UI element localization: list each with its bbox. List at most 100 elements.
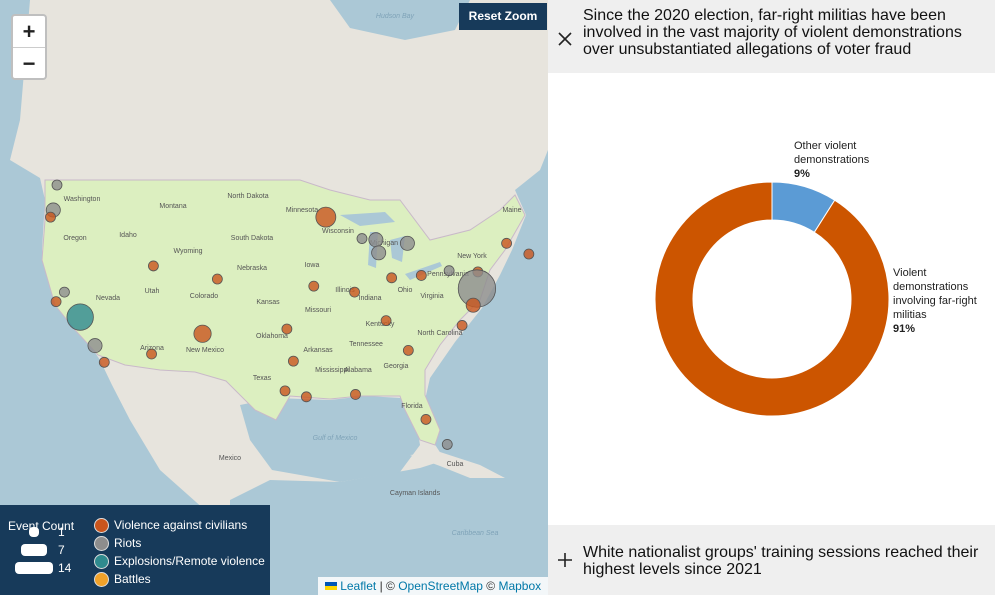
event-marker [371,245,387,261]
size-label: 1 [58,525,65,539]
map-label: Mexico [219,455,241,462]
map-label: Wisconsin [322,228,354,235]
event-marker [402,345,414,356]
map-label: North Carolina [417,330,462,337]
accordion-title: Since the 2020 election, far-right milit… [583,7,962,58]
event-marker [349,286,360,298]
map-label: Minnesota [286,207,318,214]
event-marker [50,296,62,308]
event-marker [146,348,157,360]
map-label: Indiana [359,295,382,302]
event-marker [443,265,455,277]
donut-slice [654,181,890,417]
map-label: Oregon [63,235,86,242]
map-label: Georgia [384,363,409,370]
size-swatch [15,562,53,574]
event-marker [420,414,432,425]
event-marker [308,280,320,292]
atlantic-ocean [230,0,548,595]
pacific-ocean [0,0,205,595]
event-marker [368,232,384,248]
event-marker [279,385,291,397]
category-swatch [94,536,109,551]
osm-link[interactable]: OpenStreetMap [398,579,483,593]
map-label: Virginia [420,293,443,300]
leaflet-link[interactable]: Leaflet [340,579,377,593]
event-marker [501,237,512,249]
accordion-item[interactable]: White nationalist groups' training sessi… [548,525,995,595]
legend: Event Count 1 7 14 Violence against civili… [0,505,270,595]
map-label: New York [457,253,487,260]
zoom-in[interactable]: + [13,16,45,48]
event-marker [148,260,159,272]
value-label: 9% [794,168,810,180]
map-label: Colorado [190,293,219,300]
hudson-bay [330,0,470,40]
accordion-item[interactable]: Since the 2020 election, far-right milit… [548,0,995,73]
event-marker [87,338,103,354]
map-label: Gulf of Mexico [313,435,358,442]
mapbox-link[interactable]: Mapbox [498,579,542,593]
map-label: South Dakota [231,235,274,242]
map-label: Nevada [96,295,120,302]
event-marker [523,248,535,260]
event-marker [456,320,468,331]
map-label: Maine [502,207,521,214]
category-label: Explosions/Remote violence [114,554,265,568]
map-label: Idaho [119,232,137,239]
event-marker [399,235,415,251]
great-lakes [340,212,395,226]
map-label: Arizona [140,345,164,352]
category-label: Violence against civilians [114,518,248,532]
reset-zoom[interactable]: Reset Zoom [459,3,547,30]
event-marker [315,206,337,228]
gulf-of-mexico [240,396,420,482]
donut-chart [654,181,890,417]
map-label: Washington [64,196,101,203]
attribution-text: | © [379,579,395,593]
category-label: Battles [114,572,151,586]
category-name: Violent demonstrations involving far-rig… [893,267,977,321]
size-swatch [29,527,39,537]
expand-icon[interactable] [558,553,572,567]
map-label: Wyoming [173,248,202,255]
zoom-control: + − [11,14,47,80]
event-marker [66,303,94,331]
map-label: Oklahoma [256,333,288,340]
event-marker [59,286,70,298]
event-marker [193,324,212,343]
attribution-text: © [486,579,496,593]
map-label: Utah [145,288,160,295]
event-marker [386,272,398,284]
map[interactable]: Hudson Bay Washington Oregon Idaho Montana Wy… [0,0,548,595]
map-label: Arkansas [303,347,333,354]
flag-icon [324,582,337,590]
event-marker [300,391,312,403]
category-swatch [94,518,109,533]
accordion-title: White nationalist groups' training sessi… [583,544,979,578]
category-swatch [94,554,109,569]
zoom-out[interactable]: − [22,51,36,76]
map-label: Caribbean Sea [452,530,499,537]
map-label: Texas [253,375,272,382]
size-label: 7 [58,543,65,557]
event-marker [415,270,427,281]
map-label: Missouri [305,307,332,314]
category-label: Riots [114,536,142,550]
map-label: Iowa [305,262,320,269]
close-icon[interactable] [558,32,572,46]
size-swatch [20,544,48,556]
map-label: Cayman Islands [390,490,441,497]
map-label: Kansas [256,299,280,306]
map-label: New Mexico [186,347,224,354]
size-label: 14 [58,561,72,575]
map-label: Florida [401,403,423,410]
event-marker [380,315,392,327]
event-marker [287,355,299,367]
map-label: Mississippi [315,367,349,374]
map-label: Alabama [344,367,372,374]
event-marker [356,233,368,244]
cuba [410,452,505,478]
event-marker [281,323,293,335]
